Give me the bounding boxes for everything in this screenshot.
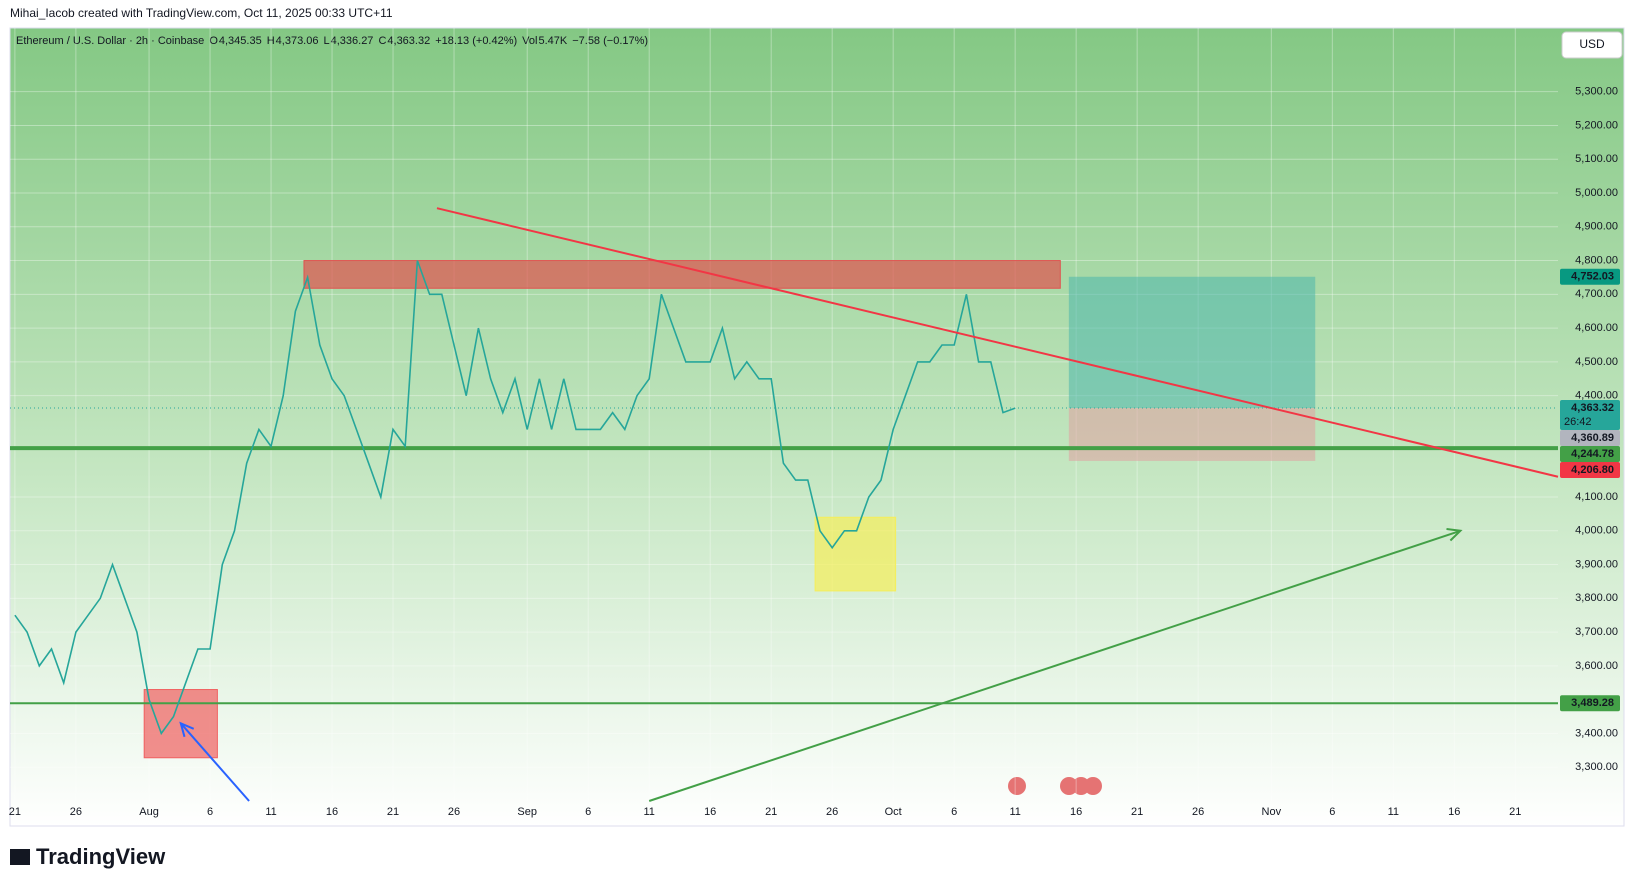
y-tick-label: 4,800.00 [1575,254,1618,266]
price-tag-label: 4,363.32 [1571,402,1614,414]
price-tag [1560,430,1620,447]
currency[interactable]: USD [1579,37,1605,51]
legend-text: 4,336.27 [331,35,374,47]
x-tick-label: 21 [765,806,777,818]
y-tick-label: 5,200.00 [1575,119,1618,131]
arrow-head [1446,528,1463,542]
x-tick-label: 21 [387,806,399,818]
x-tick-label: 11 [643,806,654,818]
y-tick-label: 3,900.00 [1575,558,1618,570]
x-tick-label: 16 [1070,806,1082,818]
legend-text: Vol [522,35,537,47]
arrow-head [179,721,195,738]
price-tag [1560,268,1620,285]
x-tick-label: 21 [1131,806,1143,818]
x-tick-label: 16 [704,806,716,818]
price-tag-label: 4,752.03 [1571,271,1614,283]
price-tag-label: 4,244.78 [1571,448,1614,460]
legend-text: 4,373.06 [276,35,319,47]
currency-button[interactable] [1561,31,1623,59]
x-tick-label: 11 [265,806,276,818]
x-tick-label: 6 [207,806,213,818]
x-tick-label: 26 [448,806,460,818]
legend: Ethereum / U.S. Dollar · 2h · Coinbase O 4… [16,35,648,47]
price-tag [1560,695,1620,712]
x-tick-label: Aug [139,806,159,818]
trend-line [436,207,1559,478]
price-tag [1560,446,1620,463]
price-tag-label: 4,360.89 [1571,432,1614,444]
price-line [14,260,1016,736]
x-tick-label: Oct [885,806,902,818]
price-tag-countdown: 26:42 [1564,416,1592,428]
y-tick-label: 4,600.00 [1575,322,1618,334]
brand: TradingView [36,844,166,869]
x-tick-label: 11 [1009,806,1020,818]
legend-text: L [323,35,329,47]
legend-text: 4,345.35 [219,35,262,47]
stop-zone [1068,408,1316,461]
y-tick-label: 3,300.00 [1575,761,1618,773]
trend-line [648,529,1461,802]
x-tick-label: 16 [1448,806,1460,818]
y-tick-label: 3,800.00 [1575,592,1618,604]
event[interactable] [1084,777,1102,795]
legend-text: 5.47K [538,35,567,47]
y-tick-label: 4,000.00 [1575,525,1618,537]
x-tick-label: 26 [70,806,82,818]
y-tick-label: 4,100.00 [1575,491,1618,503]
y-tick-label: 4,500.00 [1575,356,1618,368]
legend-text: O [209,35,218,47]
y-tick-label: 5,300.00 [1575,86,1618,98]
x-tick-label: 6 [951,806,957,818]
x-tick-label: 21 [1509,806,1521,818]
legend-text: 4,363.32 [387,35,430,47]
legend-text: Ethereum / U.S. Dollar · 2h · Coinbase [16,35,204,47]
x-tick-label: Sep [517,806,537,818]
price-tag [1560,462,1620,479]
y-tick-label: 3,600.00 [1575,660,1618,672]
legend-text: C [378,35,386,47]
trend-line [180,722,250,802]
price-tag-label: 3,489.28 [1571,697,1614,709]
y-tick-label: 5,000.00 [1575,187,1618,199]
y-tick-label: 5,100.00 [1575,153,1618,165]
y-tick-label: 4,400.00 [1575,390,1618,402]
chart-frame [9,27,1625,827]
logo [10,849,30,865]
price-tag [1560,400,1620,431]
x-tick-label: 16 [326,806,338,818]
x-tick-label: 6 [1329,806,1335,818]
legend-text: −7.58 (−0.17%) [572,35,648,47]
y-tick-label: 4,900.00 [1575,221,1618,233]
logo-mark [10,849,30,865]
zone [814,516,897,592]
credit: Mihai_Iacob created with TradingView.com… [10,6,393,20]
legend-text: H [267,35,275,47]
event-icons [1008,777,1102,795]
zone [303,260,1061,289]
event[interactable] [1008,777,1026,795]
x-tick-label: 26 [826,806,838,818]
price-tag-label: 4,206.80 [1571,464,1614,476]
x-tick-label: 11 [1388,806,1399,818]
x-tick-label: 6 [585,806,591,818]
target-zone [1068,276,1316,409]
x-tick-label: 26 [1192,806,1204,818]
legend-text: +18.13 (+0.42%) [435,35,517,47]
x-tick-label: 21 [9,806,21,818]
y-tick-label: 3,400.00 [1575,727,1618,739]
y-tick-label: 4,700.00 [1575,288,1618,300]
y-tick-label: 3,700.00 [1575,626,1618,638]
x-tick-label: Nov [1262,806,1282,818]
